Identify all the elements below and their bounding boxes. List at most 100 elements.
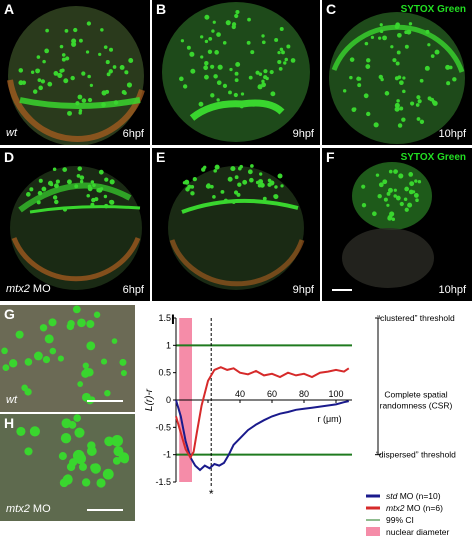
nucleus-dot [58, 452, 67, 461]
nucleus-dot [16, 426, 26, 436]
nucleus-dot [204, 61, 209, 66]
embryo-image-a [7, 6, 145, 145]
time-label: 6hpf [122, 128, 144, 140]
nucleus-dot [410, 101, 415, 106]
nucleus-dot [103, 45, 108, 50]
nucleus-dot [395, 61, 400, 66]
nucleus-dot [216, 98, 220, 102]
nucleus-dot [228, 90, 232, 95]
nucleus-dot [402, 89, 406, 94]
nucleus-dot [32, 89, 38, 94]
nucleus-dot [411, 190, 416, 194]
nucleus-dot [270, 91, 276, 97]
nucleus-dot [61, 53, 66, 57]
nucleus-dot [274, 185, 278, 189]
nucleus-dot [208, 36, 213, 41]
nucleus-dot [229, 67, 233, 72]
nucleus-dot [36, 55, 41, 59]
nucleus-dot [85, 50, 90, 54]
nucleus-dot [77, 166, 83, 171]
nucleus-dot [379, 23, 383, 27]
nucleus-dot [2, 364, 10, 372]
nucleus-dot [41, 186, 47, 192]
nucleus-dot [57, 355, 64, 362]
nucleus-dot [186, 45, 191, 50]
nucleus-dot [44, 334, 54, 344]
panel-letter: B [156, 1, 167, 17]
nucleus-dot [408, 22, 413, 26]
embryo-image-b [162, 2, 310, 142]
nucleus-dot [366, 111, 371, 117]
nucleus-dot [258, 179, 264, 185]
nucleus-dot [38, 178, 43, 183]
nucleus-dot [100, 28, 104, 32]
nucleus-dot [77, 318, 86, 328]
nucleus-dot [120, 454, 130, 464]
nucleus-dot [279, 26, 284, 31]
nucleus-dot [280, 184, 284, 188]
nucleus-dot [397, 123, 403, 128]
nucleus-dot [395, 22, 400, 28]
nucleus-dot [233, 190, 239, 195]
nucleus-dot [91, 197, 96, 203]
nucleus-dot [240, 92, 245, 96]
nucleus-dot [119, 358, 127, 366]
nucleus-dot [395, 195, 401, 201]
panel-h: H mtx2 MO [0, 414, 135, 521]
nucleus-dot [61, 57, 66, 62]
nucleus-dot [66, 179, 72, 185]
nucleus-dot [404, 207, 409, 212]
nucleus-dot [212, 195, 216, 199]
nucleus-dot [216, 32, 221, 37]
nucleus-dot [227, 176, 233, 182]
nucleus-dot [74, 184, 79, 189]
nucleus-dot [109, 179, 115, 185]
csr-label-line2: randomness (CSR) [380, 400, 453, 410]
nucleus-dot [366, 58, 371, 63]
nucleus-dot [59, 44, 64, 49]
nucleus-dot [106, 72, 111, 77]
y-tick-label: -0.5 [155, 422, 171, 432]
nucleus-dot [201, 167, 206, 172]
nucleus-dot [430, 54, 435, 58]
nucleus-dot [78, 111, 82, 115]
legend-mtx2-mo: mtx2 MO (n=6) [386, 503, 443, 513]
nucleus-dot [63, 78, 69, 84]
x-tick-label: 40 [235, 389, 245, 399]
nucleus-dot [98, 169, 104, 175]
nucleus-dot [397, 32, 402, 38]
nucleus-dot [90, 180, 95, 184]
nucleus-dot [101, 102, 106, 107]
nucleus-dot [62, 167, 68, 172]
panel-f: F SYTOX Green 10hpf [322, 148, 472, 301]
panel-letter: H [4, 415, 15, 431]
nucleus-dot [258, 72, 263, 77]
nucleus-dot [261, 79, 265, 84]
nucleus-dot [216, 80, 222, 86]
nucleus-dot [408, 189, 414, 195]
nucleus-dot [399, 80, 404, 86]
nucleus-dot [92, 183, 96, 188]
nucleus-dot [93, 311, 101, 319]
nucleus-dot [192, 176, 197, 182]
nucleus-dot [387, 187, 393, 193]
panel-letter: E [156, 149, 166, 165]
std-mo-line [175, 399, 350, 472]
nucleus-dot [25, 192, 31, 197]
nucleus-dot [434, 49, 440, 55]
nucleus-dot [79, 175, 85, 180]
condition-label: wt [6, 394, 17, 406]
nucleus-dot [419, 78, 424, 83]
nucleus-dot [200, 35, 204, 39]
nucleus-dot [29, 187, 34, 192]
nucleus-dot [98, 52, 102, 57]
nucleus-dot [259, 172, 263, 176]
nucleus-dot [249, 177, 254, 183]
nucleus-dot [69, 458, 78, 467]
nucleus-dot [87, 74, 91, 79]
nucleus-dot [394, 102, 400, 109]
nucleus-dot [409, 181, 415, 187]
nucleus-dot [86, 193, 91, 198]
nucleus-dot [225, 20, 231, 26]
nucleus-dot [111, 338, 118, 344]
